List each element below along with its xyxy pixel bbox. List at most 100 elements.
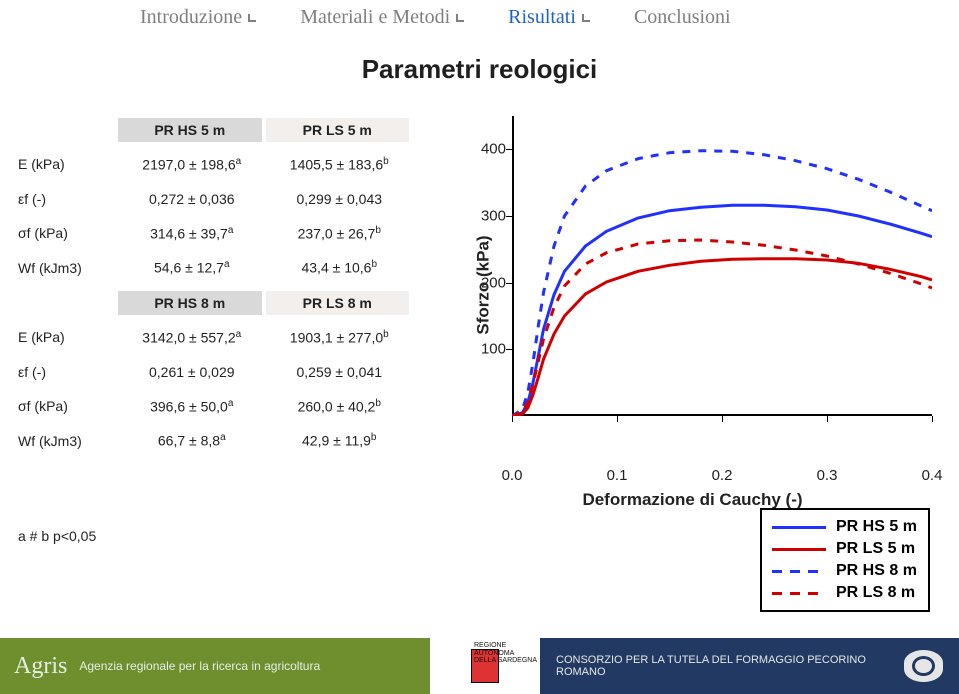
legend-label: PR LS 8 m — [836, 584, 915, 602]
nav-label: Materiali e Metodi — [300, 6, 450, 29]
row-value-a: 2197,0 ± 198,6a — [118, 152, 266, 177]
series-line — [512, 205, 932, 416]
x-tick-mark — [512, 416, 513, 422]
table2-head-b: PR LS 8 m — [266, 291, 410, 315]
row-value-a: 396,6 ± 50,0a — [118, 394, 266, 419]
row-value-a: 54,6 ± 12,7a — [118, 255, 266, 280]
x-tick-mark — [722, 416, 723, 422]
stress-strain-chart: Sforzo (kPa) 100200300400 0.00.10.20.30.… — [440, 110, 945, 460]
row-label: E (kPa) — [18, 329, 118, 345]
table1-header-row: PR HS 5 m PR LS 5 m — [18, 118, 413, 142]
nav-item-risultati[interactable]: Risultati — [508, 6, 590, 29]
row-value-a: 314,6 ± 39,7a — [118, 221, 266, 246]
footer: Agris Agenzia regionale per la ricerca i… — [0, 638, 959, 694]
legend-item: PR HS 5 m — [772, 516, 918, 538]
footnote: a # b p<0,05 — [18, 528, 96, 544]
row-value-b: 237,0 ± 26,7b — [266, 221, 414, 246]
series-line — [512, 240, 932, 416]
row-value-a: 66,7 ± 8,8a — [118, 428, 266, 453]
row-value-b: 1405,5 ± 183,6b — [266, 152, 414, 177]
nav-item-conclusioni[interactable]: Conclusioni — [634, 6, 731, 29]
legend-item: PR LS 8 m — [772, 582, 918, 604]
legend-label: PR HS 8 m — [836, 562, 917, 580]
legend-swatch — [772, 548, 826, 551]
nav-label: Introduzione — [140, 6, 242, 29]
table-row: σf (kPa)396,6 ± 50,0a260,0 ± 40,2b — [18, 394, 413, 419]
table2-header-row: PR HS 8 m PR LS 8 m — [18, 291, 413, 315]
y-tick-label: 100 — [474, 341, 506, 358]
series-line — [512, 259, 932, 416]
top-nav: Introduzione Materiali e Metodi Risultat… — [140, 6, 731, 29]
chart-legend: PR HS 5 m PR LS 5 m PR HS 8 m PR LS 8 m — [760, 508, 930, 612]
y-tick-label: 200 — [474, 274, 506, 291]
table-row: E (kPa)3142,0 ± 557,2a1903,1 ± 277,0b — [18, 325, 413, 350]
row-value-b: 0,259 ± 0,041 — [266, 360, 414, 384]
y-tick-label: 300 — [474, 208, 506, 225]
x-tick-label: 0.3 — [817, 467, 838, 484]
page-title: Parametri reologici — [0, 54, 959, 85]
data-tables: PR HS 5 m PR LS 5 m E (kPa)2197,0 ± 198,… — [18, 118, 413, 457]
legend-label: PR LS 5 m — [836, 540, 915, 558]
table-row: E (kPa)2197,0 ± 198,6a1405,5 ± 183,6b — [18, 152, 413, 177]
table1-head-a: PR HS 5 m — [118, 118, 262, 142]
row-value-a: 3142,0 ± 557,2a — [118, 325, 266, 350]
legend-item: PR HS 8 m — [772, 560, 918, 582]
legend-swatch — [772, 526, 826, 529]
row-value-b: 42,9 ± 11,9b — [266, 428, 414, 453]
row-value-b: 260,0 ± 40,2b — [266, 394, 414, 419]
corner-icon — [248, 14, 256, 22]
row-label: σf (kPa) — [18, 225, 118, 241]
agris-subtitle: Agenzia regionale per la ricerca in agri… — [79, 659, 320, 673]
chart-svg — [512, 116, 932, 416]
row-value-b: 1903,1 ± 277,0b — [266, 325, 414, 350]
row-label: σf (kPa) — [18, 398, 118, 414]
region-text: REGIONE AUTONOMA DELLA SARDEGNA — [474, 642, 537, 665]
x-tick-mark — [827, 416, 828, 422]
region-line: AUTONOMA — [474, 650, 537, 658]
x-tick-mark — [617, 416, 618, 422]
pecorino-emblem-icon — [904, 650, 943, 682]
table-row: σf (kPa)314,6 ± 39,7a237,0 ± 26,7b — [18, 221, 413, 246]
table1-head-b: PR LS 5 m — [266, 118, 410, 142]
x-axis-label: Deformazione di Cauchy (-) — [582, 490, 802, 510]
row-label: εf (-) — [18, 191, 118, 207]
row-value-b: 43,4 ± 10,6b — [266, 255, 414, 280]
row-value-a: 0,261 ± 0,029 — [118, 360, 266, 384]
region-line: DELLA SARDEGNA — [474, 657, 537, 665]
table-row: Wf (kJm3)66,7 ± 8,8a42,9 ± 11,9b — [18, 428, 413, 453]
agris-logo: Agris — [14, 653, 67, 680]
x-tick-mark — [932, 416, 933, 422]
corner-icon — [456, 14, 464, 22]
y-tick-mark — [506, 149, 512, 150]
y-tick-label: 400 — [474, 141, 506, 158]
legend-label: PR HS 5 m — [836, 518, 917, 536]
legend-swatch — [772, 570, 826, 573]
x-tick-label: 0.0 — [502, 467, 523, 484]
y-tick-mark — [506, 216, 512, 217]
corner-icon — [582, 14, 590, 22]
footer-region: REGIONE AUTONOMA DELLA SARDEGNA — [430, 638, 540, 694]
consorzio-text: CONSORZIO PER LA TUTELA DEL FORMAGGIO PE… — [556, 654, 890, 678]
row-label: εf (-) — [18, 364, 118, 380]
table-row: εf (-)0,261 ± 0,0290,259 ± 0,041 — [18, 360, 413, 384]
x-tick-label: 0.4 — [922, 467, 943, 484]
row-label: Wf (kJm3) — [18, 433, 118, 449]
region-line: REGIONE — [474, 642, 537, 650]
nav-item-materiali[interactable]: Materiali e Metodi — [300, 6, 464, 29]
row-label: Wf (kJm3) — [18, 260, 118, 276]
y-tick-mark — [506, 283, 512, 284]
row-value-b: 0,299 ± 0,043 — [266, 187, 414, 211]
table2-head-a: PR HS 8 m — [118, 291, 262, 315]
table-row: εf (-)0,272 ± 0,0360,299 ± 0,043 — [18, 187, 413, 211]
legend-swatch — [772, 592, 826, 595]
nav-item-introduzione[interactable]: Introduzione — [140, 6, 256, 29]
legend-item: PR LS 5 m — [772, 538, 918, 560]
series-line — [512, 151, 932, 416]
nav-label: Risultati — [508, 6, 576, 29]
nav-label: Conclusioni — [634, 6, 731, 29]
row-label: E (kPa) — [18, 156, 118, 172]
row-value-a: 0,272 ± 0,036 — [118, 187, 266, 211]
plot-area — [512, 116, 932, 416]
table-row: Wf (kJm3)54,6 ± 12,7a43,4 ± 10,6b — [18, 255, 413, 280]
x-tick-label: 0.2 — [712, 467, 733, 484]
